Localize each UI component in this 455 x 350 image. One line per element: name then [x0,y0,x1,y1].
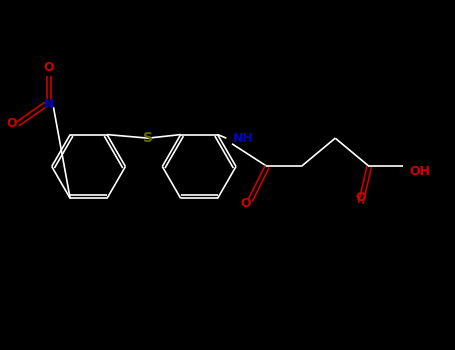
Text: O: O [240,197,251,210]
Text: O: O [355,191,366,204]
Text: N: N [44,98,54,111]
Text: NH: NH [233,132,254,145]
Text: OH: OH [409,164,430,177]
Text: O: O [44,61,54,74]
Text: S: S [143,131,153,145]
Text: O: O [7,118,17,131]
